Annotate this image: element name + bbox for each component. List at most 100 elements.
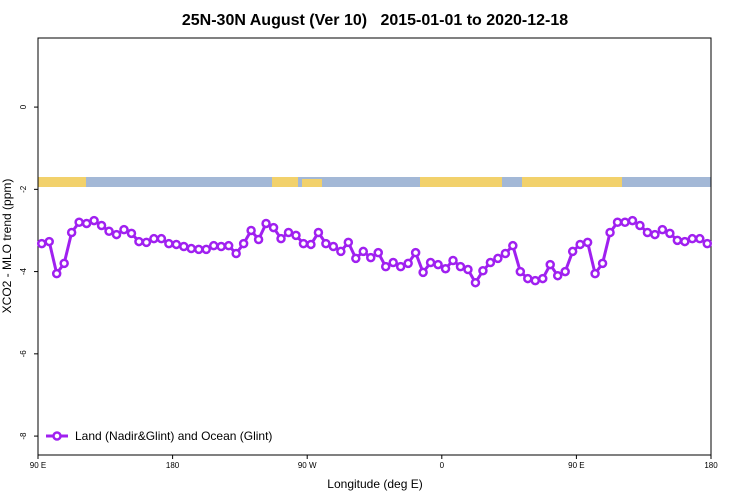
x-axis-label: Longitude (deg E) [327, 477, 422, 491]
data-point [96, 220, 107, 231]
data-point [283, 227, 294, 238]
data-point [253, 234, 264, 245]
legend-label: Land (Nadir&Glint) and Ocean (Glint) [75, 429, 272, 443]
data-point [538, 273, 548, 284]
data-point [74, 217, 84, 227]
data-point [627, 215, 638, 226]
x-tick-label: 0 [440, 461, 445, 470]
y-tick-label: -8 [19, 432, 28, 440]
data-point [276, 233, 286, 244]
data-point [567, 246, 578, 257]
data-point [328, 241, 339, 252]
data-point [440, 263, 451, 274]
data-point [590, 268, 600, 279]
data-point [186, 243, 197, 254]
data-point [246, 225, 256, 236]
data-point [313, 227, 324, 238]
data-point [261, 218, 271, 229]
data-point [156, 233, 167, 244]
data-point [194, 244, 204, 255]
data-point [687, 233, 698, 244]
data-point [455, 261, 466, 272]
data-point [104, 226, 114, 237]
data-point [126, 228, 137, 239]
data-point [493, 253, 503, 264]
data-point [500, 248, 511, 259]
y-tick-label: 0 [19, 104, 28, 109]
data-point [470, 277, 481, 288]
data-point [523, 273, 533, 284]
data-point [380, 261, 391, 272]
data-point [59, 258, 69, 269]
data-point [351, 253, 361, 264]
data-point [36, 238, 47, 249]
data-point [89, 215, 99, 226]
data-point [552, 270, 563, 281]
data-point [81, 218, 92, 229]
data-point [231, 248, 241, 259]
data-point [51, 268, 62, 279]
data-point [672, 235, 683, 246]
data-point [665, 228, 675, 239]
data-point [134, 236, 144, 247]
y-tick-label: -6 [19, 350, 28, 358]
data-point [508, 240, 518, 251]
y-tick-label: -4 [19, 267, 28, 275]
data-point [485, 257, 496, 268]
data-point [208, 240, 219, 251]
data-point [171, 239, 182, 250]
y-tick-label: -2 [19, 185, 28, 193]
data-point [410, 247, 421, 258]
data-point [373, 247, 383, 258]
x-tick-label: 90 E [30, 461, 46, 470]
y-axis-label: XCO2 - MLO trend (ppm) [0, 179, 14, 314]
x-tick-label: 90 E [568, 461, 584, 470]
data-point [149, 233, 159, 244]
data-point [702, 238, 713, 249]
x-tick-label: 90 W [298, 461, 317, 470]
data-point [66, 227, 77, 238]
data-point [298, 238, 309, 249]
data-point [306, 239, 316, 250]
data-point [612, 217, 623, 227]
data-point [164, 238, 174, 249]
data-point [657, 224, 668, 235]
x-tick-label: 180 [704, 461, 718, 470]
data-point [119, 224, 129, 235]
data-point [268, 222, 279, 233]
data-point [395, 261, 406, 272]
x-tick-label: 180 [166, 461, 180, 470]
data-point [403, 258, 413, 269]
data-point [448, 255, 458, 266]
data-point [582, 237, 593, 248]
data-point [695, 233, 705, 244]
data-point [545, 259, 555, 270]
data-point [216, 241, 226, 252]
data-point [366, 252, 376, 263]
data-point [343, 237, 354, 248]
data-point [418, 267, 428, 278]
data-point [425, 257, 436, 268]
data-point [597, 258, 608, 269]
data-point [515, 266, 526, 277]
data-point [358, 246, 369, 257]
data-point [680, 236, 690, 247]
data-point [650, 229, 660, 240]
data-point [179, 241, 189, 252]
data-point [141, 237, 152, 248]
legend-marker [52, 431, 62, 441]
data-point [433, 259, 443, 270]
data-point [605, 227, 615, 238]
data-point [560, 266, 570, 277]
data-point [635, 220, 645, 231]
plot-frame [37, 37, 712, 456]
data-point [201, 244, 211, 255]
data-point [463, 264, 473, 275]
data-point [642, 227, 653, 238]
data-point [530, 275, 541, 286]
data-point [321, 238, 331, 249]
data-point [336, 246, 346, 257]
data-point [44, 236, 54, 247]
data-point [291, 230, 301, 241]
